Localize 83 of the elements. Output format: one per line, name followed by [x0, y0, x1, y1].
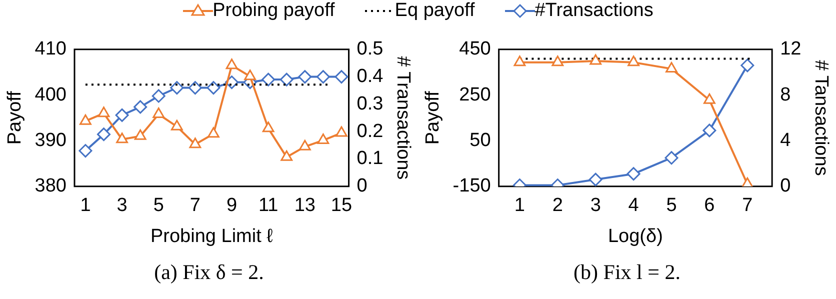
point [704, 93, 716, 104]
point [78, 144, 92, 158]
y2-tick-label: 0.5 [356, 38, 384, 60]
point [514, 56, 526, 66]
text: (b) Fix l = 2. [572, 260, 682, 285]
y2-tick-label: 0.3 [356, 93, 384, 114]
x-tick-label: 1 [80, 195, 91, 216]
x-tick-label: 9 [226, 195, 238, 216]
y-tick-label: 450 [459, 38, 491, 60]
y2-tick-label: 0 [356, 176, 368, 197]
x-tick-label: 1 [514, 195, 525, 216]
x-tick-label: 3 [116, 195, 128, 216]
legend-label: Eq payoff [394, 0, 475, 22]
point [590, 54, 602, 65]
y2-tick-label: 0.4 [356, 66, 384, 88]
y-tick-label: 50 [470, 130, 491, 151]
point [280, 150, 293, 161]
x-tick-label: 6 [704, 195, 715, 216]
point [152, 107, 165, 118]
point [206, 81, 220, 95]
point [628, 56, 640, 66]
point [116, 132, 128, 144]
point [98, 106, 110, 118]
point [280, 72, 294, 86]
point [97, 128, 111, 142]
point [317, 134, 330, 144]
x-tick-label: 13 [294, 195, 316, 216]
x-tick-label: 2 [552, 195, 563, 216]
point [170, 81, 184, 95]
x-tick-label: 7 [190, 195, 200, 216]
point [244, 70, 256, 80]
point [740, 58, 754, 72]
point [115, 108, 129, 122]
y-tick-label: 410 [34, 38, 66, 60]
y-tick-label: 380 [34, 176, 66, 197]
point [664, 151, 678, 165]
point [262, 122, 274, 132]
y2-tick-label: 4 [780, 130, 792, 151]
x-axis-title: Log(δ) [608, 226, 663, 247]
x-tick-label: 5 [666, 195, 677, 216]
point [134, 129, 146, 140]
point [188, 81, 202, 95]
x-tick-label: 4 [628, 195, 640, 216]
point [152, 89, 166, 103]
point [334, 70, 348, 84]
y-tick-label: -150 [452, 176, 491, 197]
legend-label: Probing payoff [212, 0, 335, 22]
point [588, 172, 602, 186]
point [262, 72, 276, 86]
y-axis-title: Payoff [4, 90, 26, 145]
y2-tick-label: 0.2 [356, 120, 384, 142]
y2-axis-title: # Transactions [392, 56, 414, 180]
x-tick-label: 5 [153, 195, 164, 216]
point [170, 120, 183, 130]
point [702, 124, 716, 138]
y-axis-title: Payoff [422, 90, 444, 145]
point [552, 56, 564, 66]
point [298, 140, 311, 150]
x-tick-label: 7 [742, 195, 753, 216]
point [666, 62, 678, 73]
text: (a) Fix δ = 2. [153, 260, 265, 285]
point [336, 126, 348, 137]
point [298, 70, 312, 84]
y2-tick-label: 0.1 [356, 148, 384, 170]
x-axis-title: Probing Limit ℓ [150, 226, 273, 247]
y2-axis-title: # Tansactions [810, 60, 832, 176]
legend-label: #Transactions [534, 0, 654, 22]
y2-tick-label: 12 [780, 38, 802, 60]
y-tick-label: 400 [34, 84, 66, 106]
point [208, 127, 220, 138]
x-tick-label: 11 [258, 195, 278, 216]
y2-tick-label: 8 [780, 84, 791, 106]
y2-tick-label: 0 [780, 176, 791, 197]
x-tick-label: 15 [330, 195, 352, 216]
point [626, 167, 640, 181]
point [80, 114, 92, 125]
x-tick-label: 3 [590, 195, 601, 216]
point [134, 100, 148, 114]
point [226, 58, 238, 70]
y-tick-label: 250 [459, 84, 491, 106]
point [189, 138, 202, 148]
y-tick-label: 390 [34, 130, 66, 151]
point [316, 70, 330, 84]
